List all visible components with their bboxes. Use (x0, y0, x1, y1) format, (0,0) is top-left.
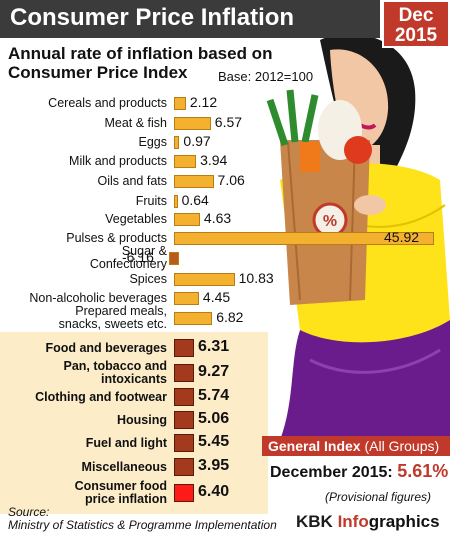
data-bar (174, 291, 199, 305)
value-label: 5.06 (198, 410, 230, 427)
data-bar (174, 388, 194, 406)
data-bar (174, 272, 235, 286)
value-label: 6.57 (214, 114, 243, 130)
data-bar (174, 212, 200, 226)
data-bar (174, 135, 180, 149)
data-bar (174, 231, 434, 245)
category-label: Fuel and light (85, 435, 167, 450)
value-label: 6.82 (216, 309, 244, 325)
value-label: 5.74 (198, 387, 230, 404)
category-label: Fruits (135, 193, 167, 208)
data-bar (174, 194, 178, 208)
category-label: Miscellaneous (81, 459, 167, 474)
value-label: 0.97 (183, 133, 211, 149)
value-label: 10.83 (238, 270, 274, 286)
chart-subtitle: Annual rate of inflation based on Consum… (8, 44, 272, 82)
date-badge: Dec 2015 (382, 0, 450, 48)
data-bar (174, 154, 197, 168)
source-text: Ministry of Statistics & Programme Imple… (8, 518, 277, 532)
general-index-value: December 2015: 5.61% (270, 461, 448, 482)
credit-accent: Info (337, 512, 369, 531)
value-label: 7.06 (217, 172, 245, 188)
subtitle-line1: Annual rate of inflation based on (8, 44, 273, 63)
category-label: Pan, tobacco and intoxicants (63, 359, 168, 386)
base-year: Base: 2012=100 (218, 69, 314, 84)
data-bar (174, 311, 213, 325)
provisional-note: (Provisional figures) (325, 490, 432, 504)
data-bar (174, 116, 211, 130)
data-bar (174, 174, 214, 188)
svg-text:%: % (323, 213, 337, 230)
category-label: Clothing and footwear (35, 389, 167, 404)
category-label: Spices (129, 271, 167, 286)
data-bar (174, 411, 194, 429)
category-label: Pulses & products (66, 230, 167, 245)
value-label: 2.12 (189, 94, 218, 110)
value-label: 45.92 (384, 229, 420, 245)
data-bar (174, 364, 194, 382)
data-bar (174, 458, 194, 476)
general-index-note: (All Groups) (364, 438, 440, 454)
data-bar (169, 251, 179, 265)
category-label: Vegetables (105, 211, 167, 226)
category-label: Cereals and products (48, 95, 167, 110)
subtitle-line2: Consumer Price Index (8, 63, 188, 82)
value-label: 6.31 (198, 338, 230, 355)
category-label: Sugar & Confectionery (89, 244, 167, 271)
page-title: Consumer Price Inflation (10, 4, 295, 31)
value-label: 5.45 (198, 433, 230, 450)
date-year: 2015 (394, 25, 438, 46)
credit: KBK Infographics (296, 512, 440, 532)
general-index-title: General Index (268, 438, 361, 454)
category-label: Eggs (138, 134, 168, 149)
value-label: 4.45 (202, 289, 231, 305)
data-bar (174, 96, 186, 110)
group-panel (0, 332, 268, 514)
value-label: 3.95 (198, 457, 230, 474)
woman-grocery-illustration: % (266, 33, 450, 440)
data-bar (174, 434, 194, 452)
credit-brand: KBK (296, 512, 338, 531)
category-label: Consumer food price inflation (74, 479, 167, 506)
date-month: Dec (398, 5, 434, 26)
general-index-label: December 2015: (270, 464, 393, 481)
general-index-header: General Index (All Groups) (262, 436, 450, 456)
value-label: 6.40 (198, 483, 230, 500)
category-label: Housing (117, 412, 167, 427)
category-label: Oils and fats (97, 173, 167, 188)
value-label: 0.64 (181, 192, 209, 208)
data-bar (174, 339, 194, 357)
credit-rest: graphics (368, 512, 440, 531)
general-index-number: 5.61% (397, 461, 449, 481)
category-label: Food and beverages (45, 340, 167, 355)
source-label: Source: (8, 505, 50, 519)
category-label: Meat & fish (104, 115, 167, 130)
value-label: 4.63 (203, 210, 232, 226)
category-label: Milk and products (69, 153, 167, 168)
value-label: -6.16 (122, 249, 154, 265)
value-label: 9.27 (198, 363, 230, 380)
data-bar (174, 484, 194, 502)
category-label: Prepared meals, snacks, sweets etc. (58, 304, 167, 331)
value-label: 3.94 (200, 152, 228, 168)
title-bar (0, 0, 380, 38)
category-label: Non-alcoholic beverages (29, 290, 167, 305)
